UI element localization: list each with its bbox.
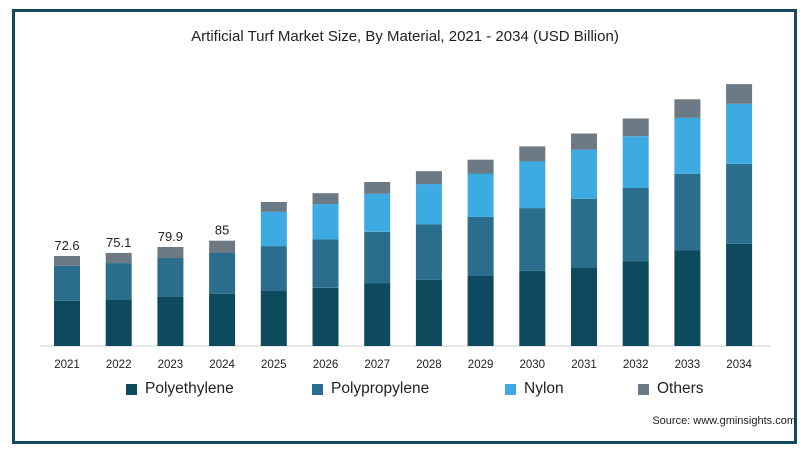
bar-nylon-2028 bbox=[415, 184, 442, 225]
bar-polyethylene-2031 bbox=[571, 267, 597, 346]
bar-polypropylene-2024 bbox=[209, 252, 236, 294]
bar-polypropylene-2032 bbox=[622, 188, 649, 262]
bar-others-2026 bbox=[312, 193, 339, 205]
bar-polyethylene-2025 bbox=[260, 290, 287, 346]
bar-polyethylene-2024 bbox=[209, 293, 236, 346]
x-tick-label-2029: 2029 bbox=[468, 359, 494, 371]
bar-polypropylene-2030 bbox=[519, 208, 546, 271]
bar-others-2031 bbox=[571, 133, 597, 150]
bar-others-2032 bbox=[622, 118, 649, 137]
chart-title: Artificial Turf Market Size, By Material… bbox=[191, 28, 619, 45]
bar-others-2025 bbox=[260, 202, 287, 212]
bar-polypropylene-2026 bbox=[312, 239, 339, 288]
x-tick-label-2023: 2023 bbox=[158, 359, 184, 371]
bar-polypropylene-2031 bbox=[571, 198, 597, 268]
legend-item-polypropylene: Polypropylene bbox=[312, 380, 429, 398]
x-tick-label-2027: 2027 bbox=[364, 359, 390, 371]
bar-polyethylene-2026 bbox=[312, 287, 339, 346]
bar-polypropylene-2028 bbox=[415, 224, 442, 280]
bar-polypropylene-2029 bbox=[467, 216, 494, 276]
bar-polyethylene-2030 bbox=[519, 270, 546, 346]
x-tick-label-2022: 2022 bbox=[106, 359, 132, 371]
bar-polyethylene-2027 bbox=[364, 283, 391, 346]
bar-nylon-2034 bbox=[726, 103, 753, 164]
chart-frame bbox=[12, 9, 797, 444]
x-tick-label-2031: 2031 bbox=[571, 359, 597, 371]
bar-polypropylene-2034 bbox=[726, 163, 753, 244]
bar-polypropylene-2022 bbox=[105, 263, 132, 300]
data-label-total-2022: 75.1 bbox=[106, 235, 131, 250]
bar-nylon-2031 bbox=[571, 149, 597, 199]
x-tick-label-2034: 2034 bbox=[726, 359, 752, 371]
data-label-total-2024: 85 bbox=[215, 223, 229, 238]
legend-label-nylon: Nylon bbox=[524, 380, 564, 397]
bar-nylon-2029 bbox=[467, 173, 494, 217]
bar-polypropylene-2021 bbox=[54, 265, 80, 301]
legend-swatch-polyethylene bbox=[126, 383, 137, 395]
legend-item-others: Others bbox=[638, 380, 704, 398]
legend-item-nylon: Nylon bbox=[505, 380, 564, 398]
legend-label-polyethylene: Polyethylene bbox=[145, 380, 234, 397]
legend-swatch-others bbox=[638, 383, 649, 395]
bar-others-2030 bbox=[519, 146, 546, 162]
bar-polypropylene-2023 bbox=[157, 258, 184, 297]
legend-label-others: Others bbox=[657, 380, 704, 397]
x-tick-label-2024: 2024 bbox=[209, 359, 235, 371]
x-tick-label-2030: 2030 bbox=[520, 359, 546, 371]
bar-others-2021 bbox=[54, 256, 80, 266]
bar-polyethylene-2032 bbox=[622, 261, 649, 346]
bar-polyethylene-2028 bbox=[415, 279, 442, 346]
bar-polyethylene-2023 bbox=[157, 296, 184, 346]
x-tick-label-2026: 2026 bbox=[313, 359, 339, 371]
bar-nylon-2033 bbox=[674, 117, 701, 174]
bar-others-2034 bbox=[726, 84, 753, 104]
bar-others-2024 bbox=[209, 240, 236, 253]
data-label-total-2021: 72.6 bbox=[54, 238, 79, 253]
bar-others-2027 bbox=[364, 182, 391, 194]
legend-swatch-nylon bbox=[505, 383, 516, 395]
legend-item-polyethylene: Polyethylene bbox=[126, 380, 234, 398]
x-tick-label-2025: 2025 bbox=[261, 359, 287, 371]
bar-others-2028 bbox=[415, 171, 442, 185]
bar-nylon-2025 bbox=[260, 211, 287, 247]
bar-polyethylene-2029 bbox=[467, 276, 494, 346]
bar-polypropylene-2025 bbox=[260, 246, 287, 291]
legend-swatch-polypropylene bbox=[312, 383, 323, 395]
bar-polypropylene-2033 bbox=[674, 173, 701, 251]
x-tick-label-2028: 2028 bbox=[416, 359, 442, 371]
x-tick-label-2021: 2021 bbox=[54, 359, 80, 371]
bar-polypropylene-2027 bbox=[364, 231, 391, 284]
bar-nylon-2032 bbox=[622, 136, 649, 188]
bar-polyethylene-2034 bbox=[726, 243, 753, 346]
legend-label-polypropylene: Polypropylene bbox=[331, 380, 430, 397]
source-note: Source: www.gminsights.com bbox=[652, 415, 796, 427]
bar-polyethylene-2021 bbox=[54, 300, 80, 346]
bar-others-2023 bbox=[157, 247, 184, 258]
bar-nylon-2027 bbox=[364, 193, 391, 232]
x-tick-label-2033: 2033 bbox=[675, 359, 701, 371]
bar-polyethylene-2022 bbox=[105, 299, 132, 346]
x-tick-label-2032: 2032 bbox=[623, 359, 649, 371]
data-label-total-2023: 79.9 bbox=[158, 229, 183, 244]
bar-others-2033 bbox=[674, 99, 701, 118]
bar-others-2022 bbox=[105, 252, 132, 264]
bar-others-2029 bbox=[467, 159, 494, 174]
bar-nylon-2030 bbox=[519, 161, 546, 209]
bar-polyethylene-2033 bbox=[674, 250, 701, 346]
chart-legend: Polyethylene Polypropylene Nylon Others bbox=[0, 380, 810, 402]
bar-nylon-2026 bbox=[312, 204, 339, 240]
